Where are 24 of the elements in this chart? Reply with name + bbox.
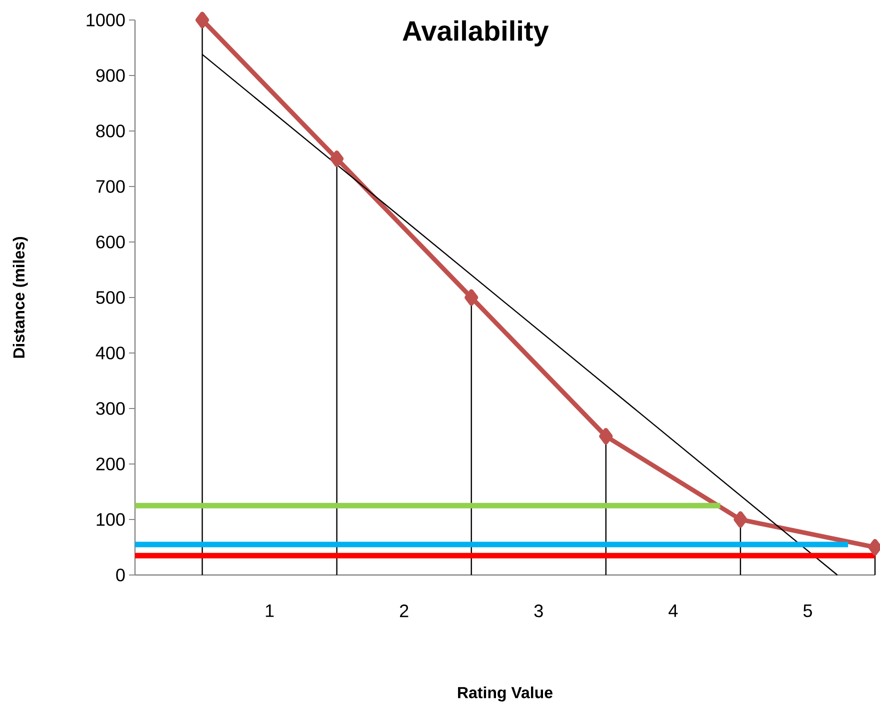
y-tick-label: 600 — [96, 236, 125, 248]
y-tick-label: 500 — [96, 291, 125, 304]
x-tick-label: 2 — [400, 604, 408, 618]
x-axis-title: Rating Value — [458, 686, 552, 702]
point — [330, 150, 344, 167]
y-tick-label: 0 — [116, 568, 125, 582]
y-tick-label: 300 — [96, 402, 125, 415]
y-axis-title: Distance (miles) — [12, 236, 28, 358]
y-tick-label: 100 — [96, 513, 125, 526]
y-tick-label: 200 — [96, 458, 125, 470]
point — [464, 289, 478, 306]
y-tick-label: 700 — [96, 180, 125, 193]
chart-title: Availability — [402, 20, 549, 46]
y-tick-label: 900 — [96, 69, 125, 82]
y-tick-label: 400 — [96, 346, 125, 360]
x-tick-label: 1 — [266, 604, 274, 617]
x-tick-label: 5 — [803, 604, 812, 618]
y-tick-label: 1000 — [86, 14, 125, 26]
point — [196, 12, 210, 28]
point — [734, 511, 748, 528]
x-tick-label: 4 — [668, 604, 678, 617]
x-tick-label: 3 — [534, 604, 543, 618]
y-tick-label: 800 — [96, 124, 125, 138]
point — [599, 428, 613, 444]
